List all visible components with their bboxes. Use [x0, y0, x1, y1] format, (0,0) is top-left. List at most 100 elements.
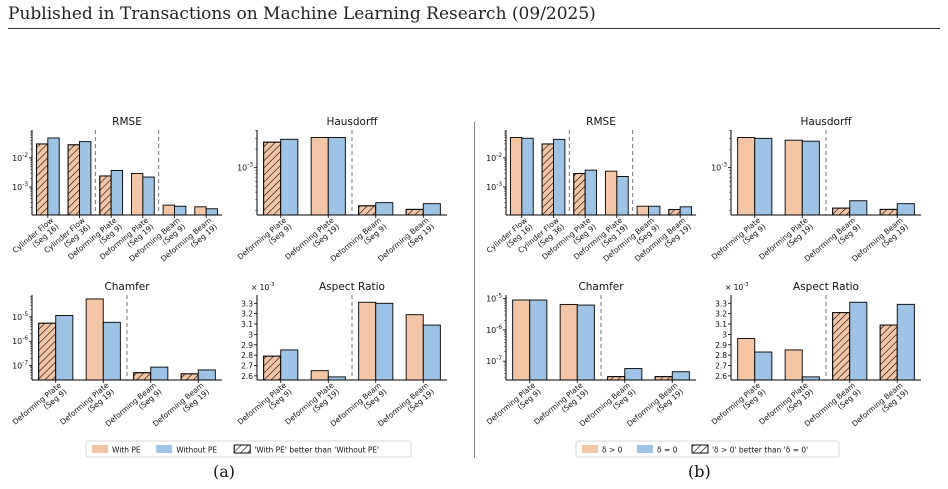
legend-swatch — [637, 445, 653, 453]
bar-hatch — [607, 376, 626, 381]
y-tick-label: 2.9 — [715, 341, 727, 350]
bar-orange — [559, 303, 578, 381]
y-tick-label: 10-3 — [237, 163, 253, 173]
legend-label: With PE — [112, 446, 141, 455]
legend-label: 'With PE' better than 'Without PE' — [254, 446, 379, 455]
bar-blue — [47, 137, 60, 216]
chart-panel-a-4: Aspect Ratio 2.6 2.72.82.9 33.13.2 3.3 × 10-3… — [236, 281, 447, 435]
bar-hatch — [405, 208, 424, 216]
bar-hatch — [38, 322, 57, 381]
bar-blue — [197, 369, 216, 381]
chart-title: Hausdorff — [326, 116, 378, 128]
bar-blue — [616, 176, 629, 216]
x-tick-label: Deforming Plate(Seg 9) — [236, 380, 294, 433]
bar-blue — [849, 301, 868, 381]
bar-hatch — [358, 205, 377, 216]
bar-blue — [142, 176, 155, 216]
chart-title: Aspect Ratio — [793, 281, 859, 293]
legend-swatch — [92, 445, 108, 453]
y-tick-label: 3.2 — [715, 310, 727, 319]
bar-orange — [162, 204, 175, 216]
legend-label: δ > 0 — [602, 446, 623, 455]
bar-blue — [896, 203, 915, 216]
bar-hatch — [133, 372, 152, 381]
bar-hatch — [573, 173, 586, 216]
bar-blue — [102, 321, 121, 381]
header-rule — [8, 28, 940, 29]
bar-blue — [584, 169, 598, 216]
y-tick-label: 10-2 — [12, 153, 28, 163]
bar-blue — [754, 137, 773, 216]
bar-blue — [801, 140, 820, 216]
y-tick-label: 2.7 — [241, 361, 253, 370]
bar-hatch — [668, 209, 681, 216]
bar-blue — [679, 206, 693, 216]
x-tick-label: Deforming Plate(Seg 9) — [11, 380, 69, 433]
bar-hatch — [263, 141, 282, 216]
caption-b: (b) — [688, 462, 711, 481]
chart-panel-b-4: Aspect Ratio 2.6 2.72.82.9 33.13.2 3.3 × 10-3… — [710, 281, 921, 435]
y-tick-label: 2.6 — [715, 372, 727, 381]
x-tick-label: Deforming Beam(Seg 19) — [850, 381, 910, 435]
bar-blue — [529, 299, 548, 381]
bar-hatch — [832, 312, 851, 381]
bar-blue — [280, 349, 299, 381]
bar-orange — [405, 314, 424, 381]
bar-blue — [375, 202, 394, 216]
bar-orange — [784, 349, 803, 381]
bar-blue — [55, 314, 74, 381]
bar-hatch — [99, 175, 112, 216]
legend-hatch — [233, 444, 251, 454]
y-tick-label: 2.8 — [715, 351, 727, 360]
panel-separator — [474, 122, 475, 458]
y-tick-label: 10-3 — [486, 182, 502, 192]
bar-blue — [174, 205, 187, 216]
x-tick-label: Deforming Beam(Seg 19) — [151, 381, 211, 435]
x-tick-label: Deforming Plate(Seg 9) — [710, 215, 768, 268]
y-tick-label: 3.3 — [715, 299, 727, 308]
y-tick-label: 10-5 — [12, 312, 28, 322]
bar-orange — [509, 136, 523, 216]
chart-panel-a-2: Hausdorff 10-3 Deforming Plate(Seg 9) Defor… — [236, 116, 447, 268]
chart-title: RMSE — [112, 116, 142, 128]
caption-a: (a) — [213, 462, 236, 481]
legend-a: With PE Without PE 'With PE' better than '… — [85, 440, 412, 458]
bar-blue — [205, 208, 219, 216]
bar-hatch — [180, 373, 199, 381]
bar-blue — [422, 203, 441, 216]
bar-blue — [849, 200, 868, 216]
x-tick-label: Deforming Plate(Seg 9) — [236, 215, 294, 268]
y-tick-label: 10-2 — [486, 153, 502, 163]
bar-blue — [422, 324, 441, 381]
legend-label: 'δ > 0' better than 'δ = 0' — [712, 446, 808, 455]
y-tick-label: 3.1 — [715, 320, 727, 329]
bar-blue — [754, 351, 773, 381]
y-tick-label: 10-3 — [711, 163, 727, 173]
bar-blue — [896, 303, 915, 381]
chart-panel-a-3: Chamfer 10-5 10-6 10-7 Deforming Plate(Seg 9… — [11, 281, 222, 435]
bar-hatch — [832, 207, 851, 216]
bar-hatch — [879, 324, 898, 381]
bar-hatch — [879, 208, 898, 216]
y-tick-label: 3.2 — [241, 310, 253, 319]
bar-blue — [327, 137, 346, 216]
chart-title: RMSE — [586, 116, 616, 128]
y-tick-label: 2.8 — [241, 351, 253, 360]
legend-label: δ = 0 — [657, 446, 678, 455]
bar-blue — [79, 141, 92, 216]
bar-hatch — [654, 376, 673, 381]
bar-orange — [737, 338, 756, 381]
bar-orange — [310, 137, 329, 216]
legend-swatch — [582, 445, 598, 453]
bar-blue — [280, 138, 299, 216]
x-tick-label: Deforming Beam(Seg 19) — [376, 381, 436, 435]
y-tick-label: 2.9 — [241, 341, 253, 350]
x-tick-label: Deforming Beam(Seg 19) — [850, 216, 910, 270]
bar-orange — [604, 170, 618, 216]
bar-orange — [512, 299, 531, 381]
bar-orange — [636, 205, 649, 216]
bar-blue — [110, 169, 124, 216]
y-tick-label: 10-3 — [12, 182, 28, 192]
